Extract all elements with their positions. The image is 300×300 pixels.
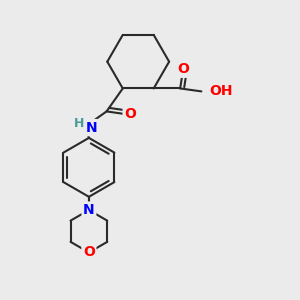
Text: OH: OH [210, 84, 233, 98]
Text: O: O [177, 62, 189, 76]
Text: O: O [83, 245, 95, 260]
Text: H: H [74, 117, 85, 130]
Text: N: N [83, 203, 95, 217]
Text: O: O [124, 107, 136, 122]
Text: N: N [86, 121, 98, 135]
